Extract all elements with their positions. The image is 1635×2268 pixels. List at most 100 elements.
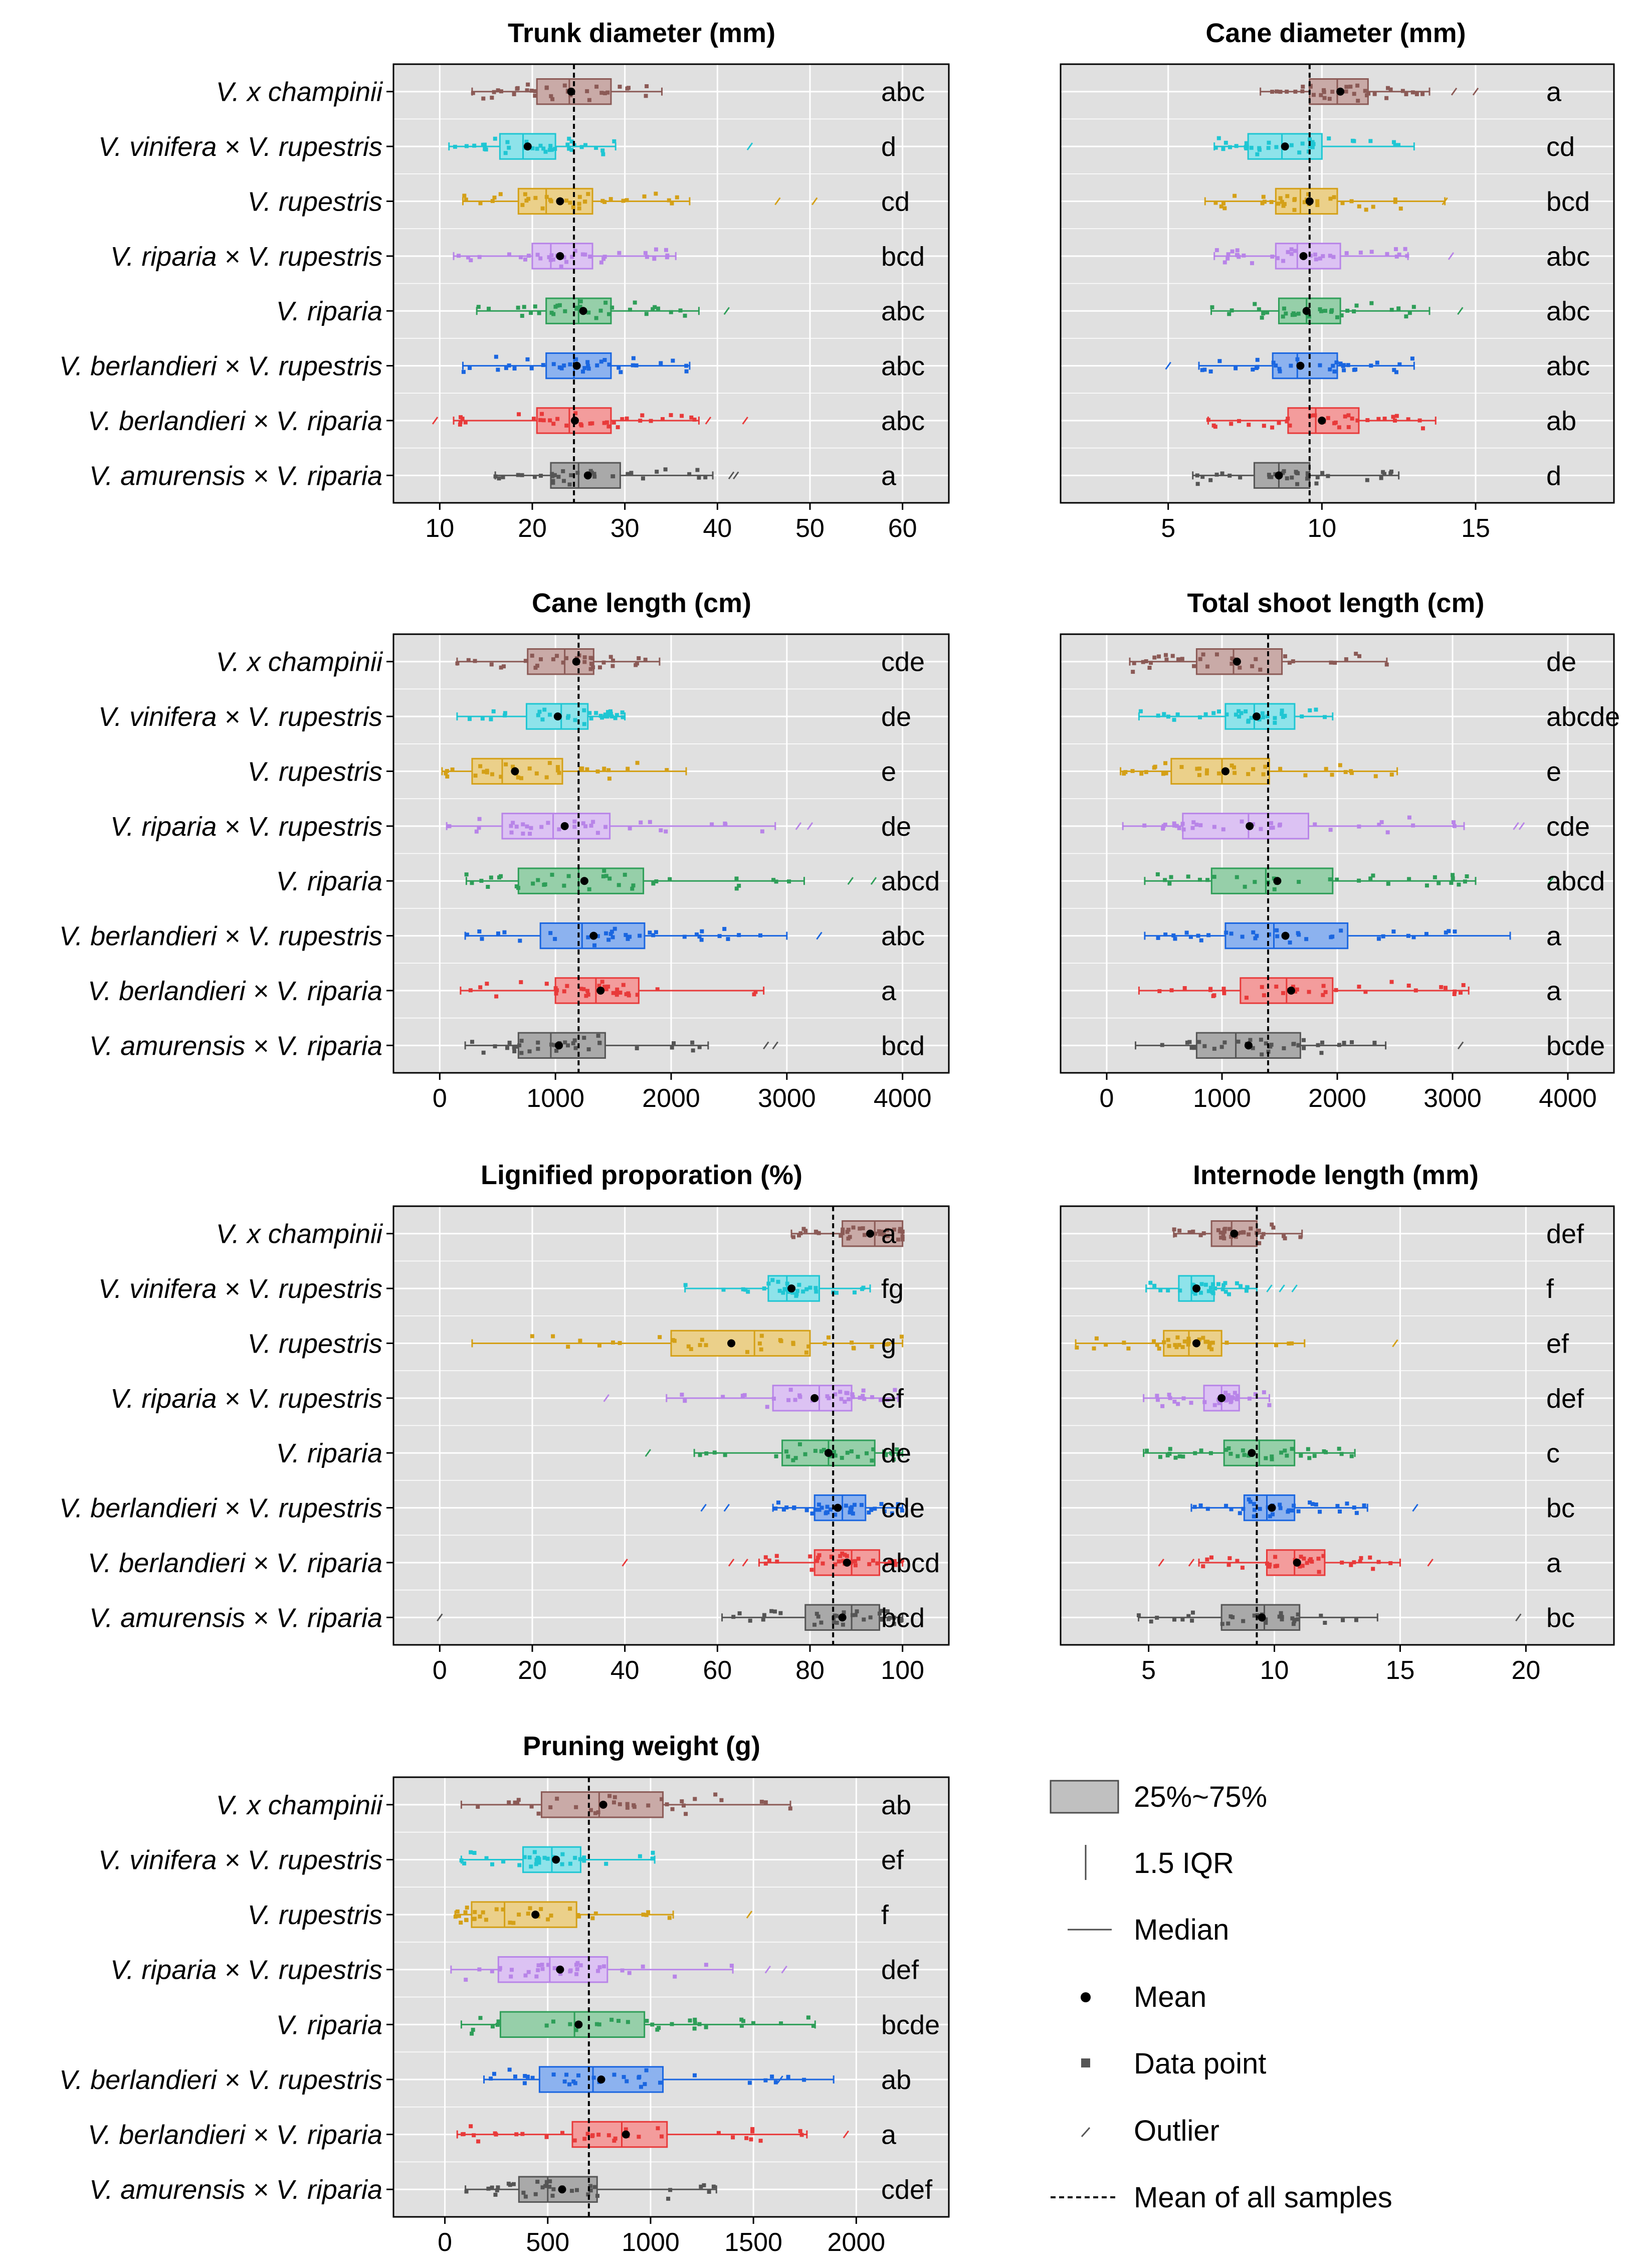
data-point xyxy=(1198,1503,1203,1507)
data-point xyxy=(612,2072,617,2077)
data-point xyxy=(1341,1618,1345,1622)
data-point xyxy=(1307,990,1311,994)
data-point xyxy=(555,303,560,308)
data-point xyxy=(595,831,600,835)
data-point xyxy=(618,84,622,89)
data-point xyxy=(786,1398,791,1402)
data-point xyxy=(1270,254,1275,259)
data-point xyxy=(1317,1570,1321,1574)
data-point xyxy=(1298,1564,1302,1569)
data-point xyxy=(540,1963,544,1967)
data-point xyxy=(568,1861,572,1866)
iqr-box xyxy=(471,1901,577,1928)
data-point xyxy=(884,1453,888,1457)
data-point xyxy=(625,2079,629,2084)
data-point xyxy=(530,1334,534,1339)
data-point xyxy=(656,2126,660,2131)
data-point xyxy=(1214,472,1219,477)
data-point xyxy=(554,1049,559,1053)
mean-dot xyxy=(843,1558,851,1567)
data-point xyxy=(819,1620,824,1625)
data-point xyxy=(819,1449,824,1453)
data-point xyxy=(610,935,615,939)
data-point xyxy=(1219,204,1223,209)
data-point xyxy=(552,1043,556,1047)
x-tick-label: 10 xyxy=(425,514,454,543)
box-row: a xyxy=(1138,976,1562,1006)
data-point xyxy=(453,144,457,149)
data-point xyxy=(1354,303,1359,308)
data-point xyxy=(1300,714,1304,719)
data-point xyxy=(1249,716,1254,720)
data-point xyxy=(1277,421,1281,425)
data-point xyxy=(1237,255,1241,259)
data-point xyxy=(1235,1281,1239,1285)
data-point xyxy=(1359,1556,1363,1560)
data-point xyxy=(665,253,670,258)
data-point xyxy=(1444,930,1448,935)
data-point xyxy=(1352,1560,1356,1565)
data-point xyxy=(663,467,668,472)
data-point xyxy=(1182,986,1187,991)
data-point xyxy=(1329,308,1334,313)
data-point xyxy=(878,1398,883,1402)
data-point xyxy=(770,2074,774,2079)
data-point xyxy=(682,934,687,939)
data-point xyxy=(515,1800,520,1805)
data-point xyxy=(586,363,590,368)
data-point xyxy=(496,367,500,372)
data-point xyxy=(1130,769,1135,773)
data-point xyxy=(602,767,606,771)
data-point xyxy=(1158,1288,1163,1292)
data-point xyxy=(496,2019,501,2024)
data-point xyxy=(516,305,520,310)
data-point xyxy=(1247,1497,1251,1501)
data-point xyxy=(1172,1399,1177,1404)
data-point xyxy=(523,2073,527,2078)
data-point xyxy=(1346,363,1350,367)
data-point xyxy=(550,872,554,877)
data-point xyxy=(603,825,608,829)
data-point xyxy=(774,1554,779,1558)
data-point xyxy=(1239,1284,1243,1288)
data-point xyxy=(1181,827,1186,832)
data-point xyxy=(519,1051,524,1055)
significance-letter: abc xyxy=(881,921,925,952)
data-point xyxy=(1212,1046,1216,1051)
data-point xyxy=(900,1237,905,1242)
data-point xyxy=(1310,1560,1314,1564)
mean-dot xyxy=(599,1800,607,1809)
data-point xyxy=(1342,1041,1346,1045)
data-point xyxy=(1265,714,1270,718)
data-point xyxy=(1315,475,1320,480)
data-point xyxy=(465,1906,469,1910)
data-point xyxy=(590,2133,595,2138)
data-point xyxy=(564,423,569,428)
data-point xyxy=(573,411,578,416)
data-point xyxy=(666,2196,671,2201)
data-point xyxy=(1234,144,1239,148)
data-point xyxy=(829,1507,833,1512)
data-point xyxy=(564,2072,569,2077)
data-point xyxy=(1231,1396,1235,1400)
data-point xyxy=(600,148,605,153)
data-point xyxy=(1379,476,1383,480)
box-row: d xyxy=(448,132,896,162)
row-label: V. x champinii xyxy=(216,647,383,677)
row-label: V. vinifera × V. rupestris xyxy=(98,1845,382,1875)
data-point xyxy=(477,817,482,821)
data-point xyxy=(835,1614,839,1618)
data-point xyxy=(1184,930,1189,935)
data-point xyxy=(1396,306,1401,311)
data-point xyxy=(797,1282,801,1287)
data-point xyxy=(463,1910,468,1915)
data-point xyxy=(585,89,589,93)
data-point xyxy=(813,1448,817,1453)
data-point xyxy=(670,1807,675,1811)
data-point xyxy=(605,90,610,95)
data-point xyxy=(1335,1503,1340,1508)
data-point xyxy=(758,933,763,937)
data-point xyxy=(1237,709,1241,713)
data-point xyxy=(1334,988,1338,992)
data-point xyxy=(490,1969,494,1974)
